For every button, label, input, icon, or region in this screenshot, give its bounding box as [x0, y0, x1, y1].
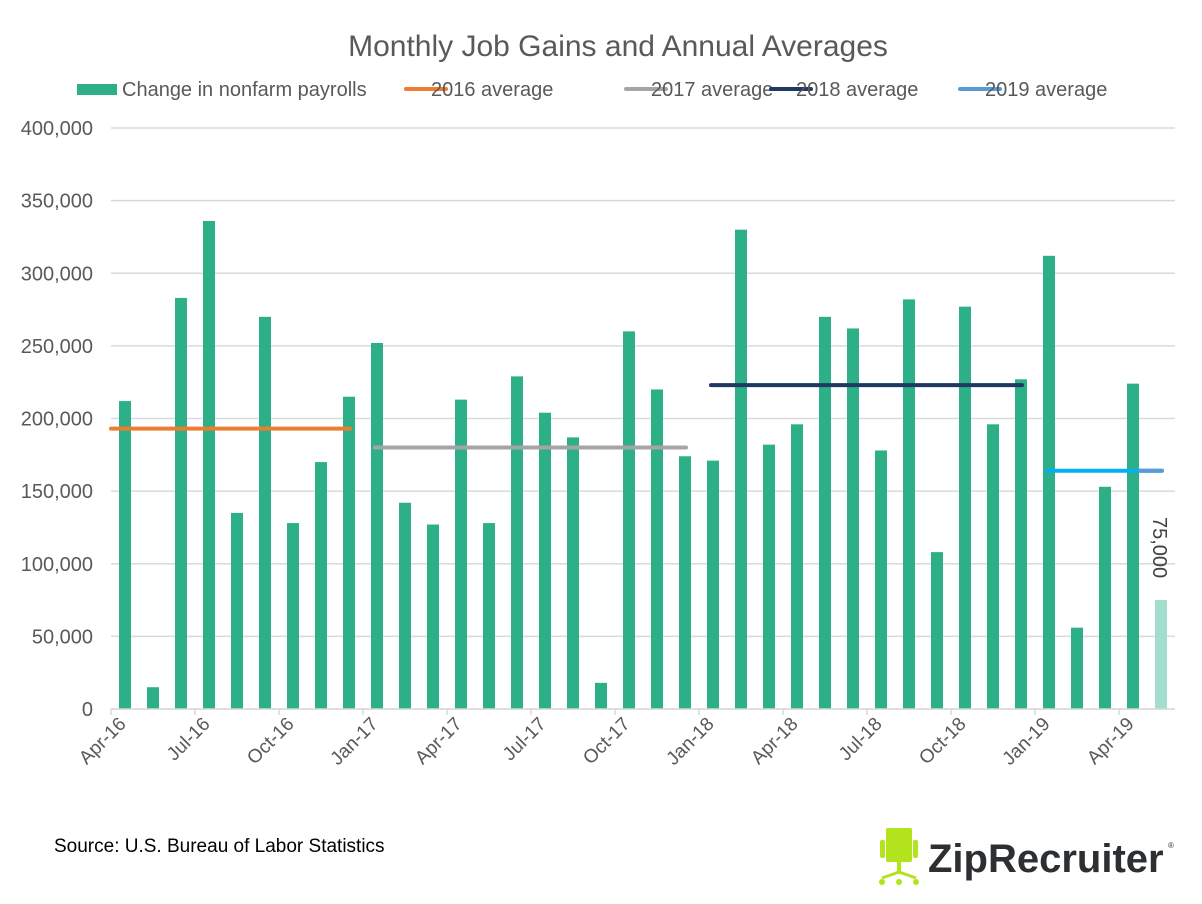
bar-Nov-18	[987, 424, 999, 709]
x-tick-label: Apr-19	[1083, 714, 1138, 769]
bar-Dec-18	[1015, 379, 1027, 709]
bar-Feb-18	[735, 229, 747, 710]
bar-Aug-18	[903, 299, 915, 709]
bar-Apr-16	[119, 401, 131, 709]
bar-Mar-18	[763, 444, 775, 709]
bar-Jul-16	[203, 220, 215, 709]
bar-Dec-17	[679, 456, 691, 709]
y-tick-label: 0	[82, 699, 93, 721]
bar-Aug-16	[231, 512, 243, 709]
bar-May-16	[147, 687, 159, 709]
bar-May-19	[1155, 600, 1167, 709]
y-axis: 0 50,000 100,000 150,000 200,000 250,000 300,0…	[21, 118, 93, 721]
x-tick-label: Oct-18	[915, 714, 970, 769]
bar-Jun-17	[511, 376, 523, 709]
bar-Apr-19	[1127, 383, 1139, 709]
bar-Jul-17	[539, 412, 551, 709]
bar-Jan-18	[707, 460, 719, 709]
bar-Jun-18	[847, 328, 859, 709]
bar-May-18	[819, 316, 831, 709]
bar-Jan-17	[371, 342, 383, 709]
x-tick-label: Jan-19	[999, 714, 1055, 770]
bars	[119, 220, 1167, 710]
bar-May-17	[483, 523, 495, 709]
y-tick-label: 250,000	[21, 336, 93, 358]
x-tick-label: Oct-17	[579, 714, 634, 769]
bar-Sep-16	[259, 316, 271, 709]
y-tick-label: 150,000	[21, 481, 93, 503]
bar-Oct-18	[959, 306, 971, 709]
x-tick-label: Apr-16	[75, 714, 130, 769]
x-tick-label: Jul-17	[499, 714, 550, 765]
bar-Sep-17	[595, 682, 607, 709]
bar-Apr-17	[455, 399, 467, 709]
x-axis: Apr-16 Jul-16 Oct-16 Jan-17 Apr-17 Jul-17 Oct-…	[75, 708, 1175, 770]
bar-Oct-17	[623, 331, 635, 709]
y-tick-label: 100,000	[21, 554, 93, 576]
x-tick-label: Jan-17	[327, 714, 383, 770]
legend-swatch	[77, 84, 117, 95]
x-tick-label: Jan-18	[663, 714, 719, 770]
y-tick-label: 50,000	[32, 626, 93, 648]
legend-label: 2016 average	[431, 79, 553, 101]
average-lines	[109, 383, 1164, 473]
bar-Aug-17	[567, 437, 579, 709]
bar-Feb-19	[1071, 627, 1083, 709]
x-tick-label: Jul-16	[163, 714, 214, 765]
ziprecruiter-logo: ZipRecruiter ®	[879, 828, 1174, 885]
x-tick-label: Apr-17	[411, 714, 466, 769]
bar-Dec-16	[343, 396, 355, 709]
y-tick-label: 400,000	[21, 118, 93, 140]
annotations: 75,000	[1148, 517, 1170, 578]
legend-label: 2019 average	[985, 79, 1107, 101]
source-note: Source: U.S. Bureau of Labor Statistics	[54, 836, 385, 857]
x-tick-label: Jul-18	[835, 714, 886, 765]
bar-Mar-19	[1099, 486, 1111, 709]
bar-Mar-17	[427, 524, 439, 709]
bar-Jul-18	[875, 450, 887, 709]
bar-Nov-16	[315, 462, 327, 709]
bar-Feb-17	[399, 502, 411, 709]
bar-Jun-16	[175, 297, 187, 709]
y-tick-label: 300,000	[21, 263, 93, 285]
bar-Apr-18	[791, 424, 803, 709]
y-tick-label: 200,000	[21, 409, 93, 431]
svg-text:ZipRecruiter: ZipRecruiter	[928, 837, 1164, 881]
legend: Change in nonfarm payrolls 2016 average 20…	[77, 79, 1107, 101]
bar-Oct-16	[287, 523, 299, 709]
x-tick-label: Apr-18	[747, 714, 802, 769]
bar-Jan-19	[1043, 255, 1055, 709]
bar-Nov-17	[651, 389, 663, 709]
legend-label: Change in nonfarm payrolls	[122, 79, 367, 101]
data-label: 75,000	[1148, 517, 1170, 578]
legend-label: 2018 average	[796, 79, 918, 101]
bar-Sep-18	[931, 552, 943, 709]
chart-title: Monthly Job Gains and Annual Averages	[348, 30, 888, 63]
x-tick-label: Oct-16	[243, 714, 298, 769]
legend-label: 2017 average	[651, 79, 773, 101]
svg-text:®: ®	[1168, 841, 1174, 850]
y-tick-label: 350,000	[21, 191, 93, 213]
